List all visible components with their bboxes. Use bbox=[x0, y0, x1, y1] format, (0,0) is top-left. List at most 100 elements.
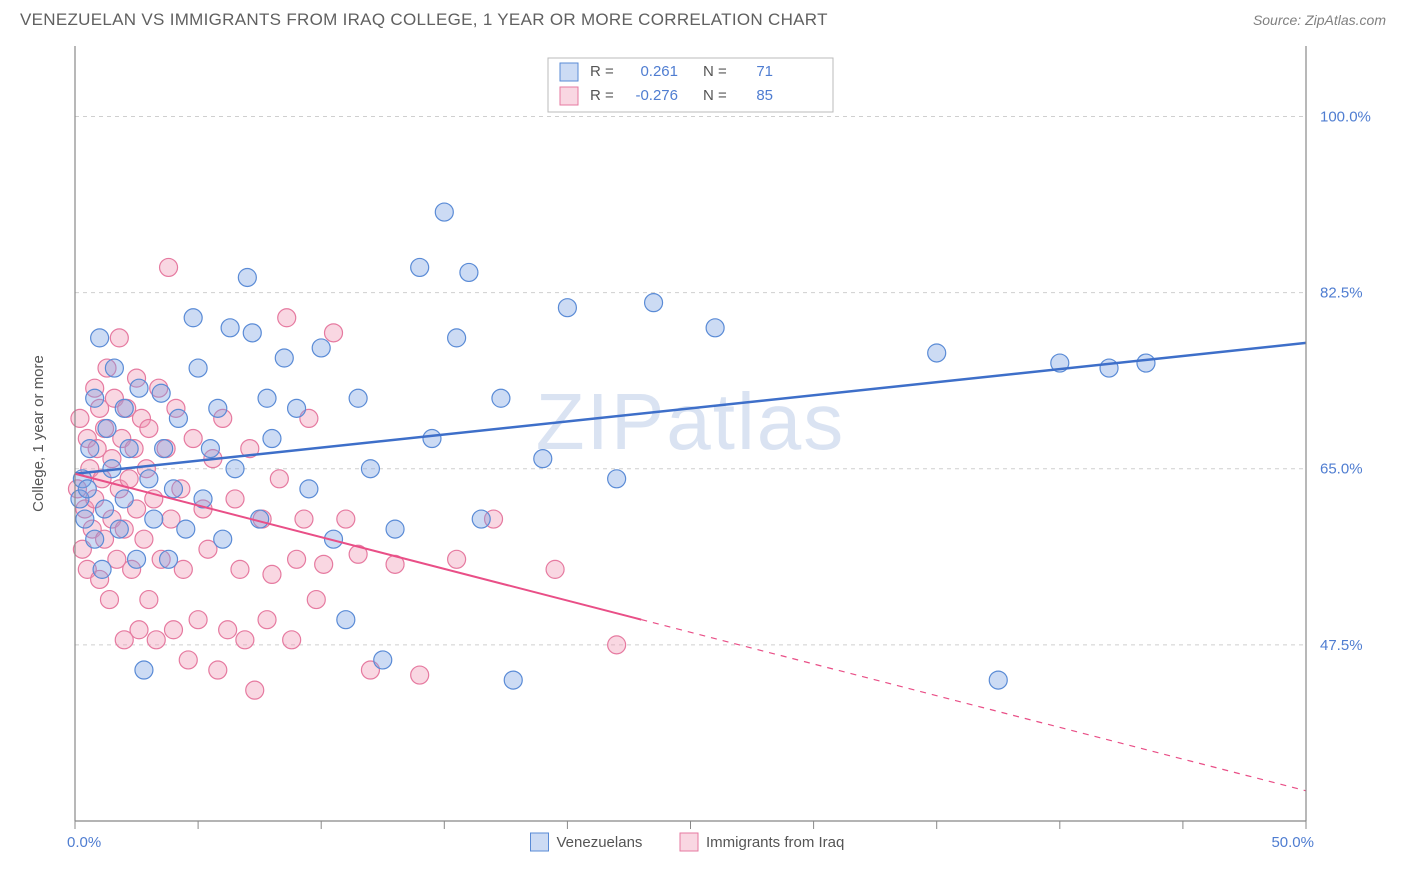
data-point bbox=[608, 636, 626, 654]
data-point bbox=[76, 510, 94, 528]
data-point bbox=[275, 349, 293, 367]
data-point bbox=[243, 324, 261, 342]
data-point bbox=[258, 611, 276, 629]
correlation-scatter-chart: 47.5%65.0%82.5%100.0%ZIPatlas0.0%50.0%Co… bbox=[20, 36, 1386, 866]
data-point bbox=[295, 510, 313, 528]
data-point bbox=[374, 651, 392, 669]
data-point bbox=[110, 329, 128, 347]
data-point bbox=[147, 631, 165, 649]
data-point bbox=[177, 520, 195, 538]
data-point bbox=[130, 379, 148, 397]
data-point bbox=[140, 470, 158, 488]
data-point bbox=[337, 510, 355, 528]
data-point bbox=[86, 530, 104, 548]
data-point bbox=[189, 611, 207, 629]
legend-n-value: 71 bbox=[756, 63, 773, 80]
data-point bbox=[1137, 354, 1155, 372]
legend-r-label: R = bbox=[590, 87, 614, 104]
data-point bbox=[246, 681, 264, 699]
data-point bbox=[160, 258, 178, 276]
x-tick-label: 0.0% bbox=[67, 834, 101, 851]
data-point bbox=[152, 384, 170, 402]
data-point bbox=[288, 399, 306, 417]
data-point bbox=[164, 480, 182, 498]
data-point bbox=[472, 510, 490, 528]
legend-n-label: N = bbox=[703, 63, 727, 80]
data-point bbox=[1100, 359, 1118, 377]
data-point bbox=[81, 440, 99, 458]
data-point bbox=[608, 470, 626, 488]
data-point bbox=[110, 520, 128, 538]
data-point bbox=[423, 430, 441, 448]
data-point bbox=[105, 359, 123, 377]
data-point bbox=[226, 490, 244, 508]
data-point bbox=[315, 555, 333, 573]
data-point bbox=[386, 520, 404, 538]
data-point bbox=[91, 329, 109, 347]
data-point bbox=[184, 309, 202, 327]
data-point bbox=[179, 651, 197, 669]
y-axis-label: College, 1 year or more bbox=[30, 355, 47, 512]
data-point bbox=[337, 611, 355, 629]
legend-n-value: 85 bbox=[756, 87, 773, 104]
data-point bbox=[209, 399, 227, 417]
chart-title: VENEZUELAN VS IMMIGRANTS FROM IRAQ COLLE… bbox=[20, 10, 828, 30]
data-point bbox=[201, 440, 219, 458]
data-point bbox=[226, 460, 244, 478]
data-point bbox=[169, 409, 187, 427]
data-point bbox=[258, 389, 276, 407]
data-point bbox=[460, 263, 478, 281]
series-swatch bbox=[531, 833, 549, 851]
y-tick-label: 47.5% bbox=[1320, 637, 1363, 654]
data-point bbox=[135, 530, 153, 548]
data-point bbox=[214, 530, 232, 548]
data-point bbox=[288, 550, 306, 568]
data-point bbox=[300, 480, 318, 498]
data-point bbox=[448, 550, 466, 568]
data-point bbox=[361, 460, 379, 478]
data-point bbox=[238, 268, 256, 286]
data-point bbox=[189, 359, 207, 377]
data-point bbox=[115, 399, 133, 417]
chart-source: Source: ZipAtlas.com bbox=[1253, 12, 1386, 28]
data-point bbox=[160, 550, 178, 568]
data-point bbox=[325, 324, 343, 342]
legend-r-value: -0.276 bbox=[635, 87, 678, 104]
data-point bbox=[71, 409, 89, 427]
data-point bbox=[278, 309, 296, 327]
legend-swatch bbox=[560, 63, 578, 81]
x-tick-label: 50.0% bbox=[1271, 834, 1314, 851]
data-point bbox=[98, 419, 116, 437]
data-point bbox=[164, 621, 182, 639]
data-point bbox=[928, 344, 946, 362]
data-point bbox=[120, 440, 138, 458]
data-point bbox=[100, 591, 118, 609]
data-point bbox=[236, 631, 254, 649]
y-tick-label: 100.0% bbox=[1320, 108, 1371, 125]
data-point bbox=[435, 203, 453, 221]
data-point bbox=[231, 560, 249, 578]
data-point bbox=[128, 550, 146, 568]
data-point bbox=[411, 258, 429, 276]
data-point bbox=[448, 329, 466, 347]
y-tick-label: 65.0% bbox=[1320, 461, 1363, 478]
series-label: Venezuelans bbox=[557, 834, 643, 851]
data-point bbox=[135, 661, 153, 679]
legend-n-label: N = bbox=[703, 87, 727, 104]
data-point bbox=[645, 294, 663, 312]
series-label: Immigrants from Iraq bbox=[706, 834, 844, 851]
data-point bbox=[270, 470, 288, 488]
y-tick-label: 82.5% bbox=[1320, 285, 1363, 302]
data-point bbox=[283, 631, 301, 649]
legend-swatch bbox=[560, 87, 578, 105]
data-point bbox=[312, 339, 330, 357]
data-point bbox=[145, 510, 163, 528]
data-point bbox=[219, 621, 237, 639]
data-point bbox=[209, 661, 227, 679]
chart-header: VENEZUELAN VS IMMIGRANTS FROM IRAQ COLLE… bbox=[0, 0, 1406, 36]
data-point bbox=[93, 560, 111, 578]
legend-r-value: 0.261 bbox=[640, 63, 678, 80]
data-point bbox=[140, 591, 158, 609]
data-point bbox=[263, 565, 281, 583]
data-point bbox=[86, 389, 104, 407]
